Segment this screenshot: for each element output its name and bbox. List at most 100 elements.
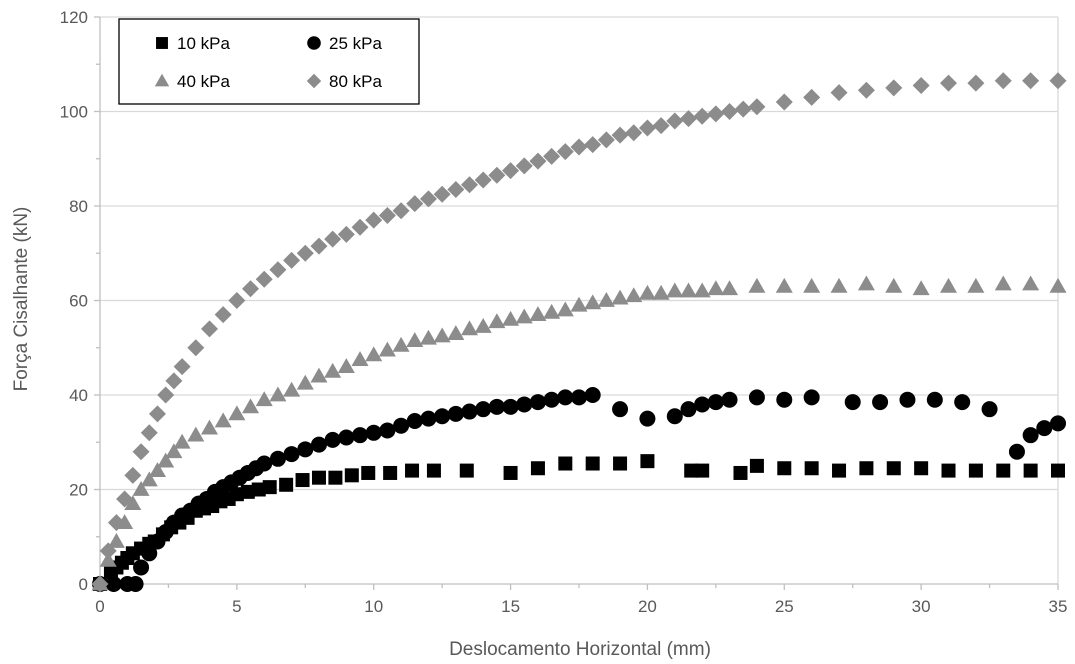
data-point: [255, 270, 273, 288]
y-tick-label: 40: [69, 386, 88, 405]
data-point: [570, 138, 588, 156]
data-point: [612, 401, 629, 418]
data-point: [365, 346, 383, 362]
data-point: [684, 463, 699, 478]
data-point: [832, 463, 847, 478]
legend-label: 10 kPa: [177, 34, 230, 53]
data-point: [830, 277, 848, 293]
legend-box: [118, 18, 420, 105]
data-point: [352, 427, 369, 444]
data-point: [240, 484, 255, 499]
data-point: [557, 389, 574, 406]
data-point: [502, 162, 520, 180]
data-point: [556, 301, 574, 317]
data-point: [127, 576, 144, 592]
y-tick-label: 80: [69, 197, 88, 216]
data-point: [940, 74, 958, 92]
data-point: [543, 391, 560, 408]
data-point: [324, 362, 342, 378]
data-point: [295, 473, 310, 488]
data-point: [328, 470, 343, 485]
data-point: [488, 398, 505, 415]
data-point: [640, 454, 655, 469]
data-point: [91, 575, 109, 593]
data-point: [229, 487, 244, 502]
data-point: [748, 389, 765, 406]
data-point: [459, 463, 474, 478]
data-point: [99, 542, 117, 560]
data-point: [124, 495, 142, 511]
series-25-kpa: [92, 387, 1066, 592]
data-point: [214, 306, 232, 324]
data-point: [140, 471, 158, 487]
y-tick-label: 120: [60, 8, 88, 27]
data-point: [351, 218, 369, 236]
data-point: [872, 394, 889, 411]
data-point: [361, 465, 376, 480]
data-point: [447, 325, 465, 340]
data-point: [141, 545, 158, 562]
data-point: [1023, 463, 1038, 478]
data-point: [434, 408, 451, 425]
data-point: [954, 394, 971, 411]
legend-marker-circle: [307, 36, 321, 50]
data-point: [625, 287, 643, 303]
data-point: [351, 351, 369, 366]
data-point: [256, 455, 273, 472]
series-80-kpa: [91, 72, 1067, 593]
data-point: [488, 166, 506, 184]
data-point: [707, 394, 724, 411]
data-point: [262, 480, 277, 495]
data-point: [297, 441, 314, 458]
data-point: [968, 463, 983, 478]
data-point: [228, 292, 246, 309]
data-point: [803, 88, 821, 106]
legend: 10 kPa 25 kPa 40 kPa 80 kPa: [118, 18, 420, 105]
data-point: [447, 405, 464, 422]
data-point: [679, 282, 697, 298]
data-point: [475, 401, 492, 418]
x-tick-label: 0: [95, 597, 104, 616]
data-point: [324, 431, 341, 448]
data-point: [296, 244, 314, 262]
data-point: [558, 456, 573, 471]
data-point: [885, 277, 903, 293]
data-point: [1022, 72, 1040, 90]
y-tick-label: 100: [60, 103, 88, 122]
x-tick-label: 20: [638, 597, 657, 616]
data-point: [638, 119, 656, 137]
data-point: [379, 422, 396, 439]
data-point: [406, 195, 424, 213]
data-point: [116, 490, 134, 508]
data-point: [529, 306, 547, 322]
data-point: [474, 171, 492, 189]
data-point: [393, 417, 410, 434]
data-point: [693, 282, 711, 298]
data-point: [666, 112, 684, 130]
data-point: [1036, 420, 1053, 437]
data-point: [638, 284, 656, 300]
data-point: [530, 461, 545, 476]
data-point: [967, 74, 985, 92]
data-point: [310, 237, 328, 255]
data-point: [392, 336, 410, 352]
y-tick-label: 20: [69, 481, 88, 500]
data-point: [365, 424, 382, 441]
data-point: [994, 275, 1012, 291]
data-point: [378, 206, 396, 224]
data-point: [283, 446, 300, 463]
data-point: [269, 450, 286, 467]
data-point: [967, 277, 985, 293]
data-point: [310, 436, 327, 453]
data-point: [886, 461, 901, 476]
data-point: [515, 308, 533, 324]
data-point: [165, 372, 183, 390]
data-point: [529, 394, 546, 411]
data-point: [200, 419, 218, 435]
data-point: [140, 424, 158, 442]
legend-label: 80 kPa: [329, 72, 382, 91]
data-point: [420, 410, 437, 427]
data-point: [885, 79, 903, 97]
data-point: [679, 110, 697, 128]
